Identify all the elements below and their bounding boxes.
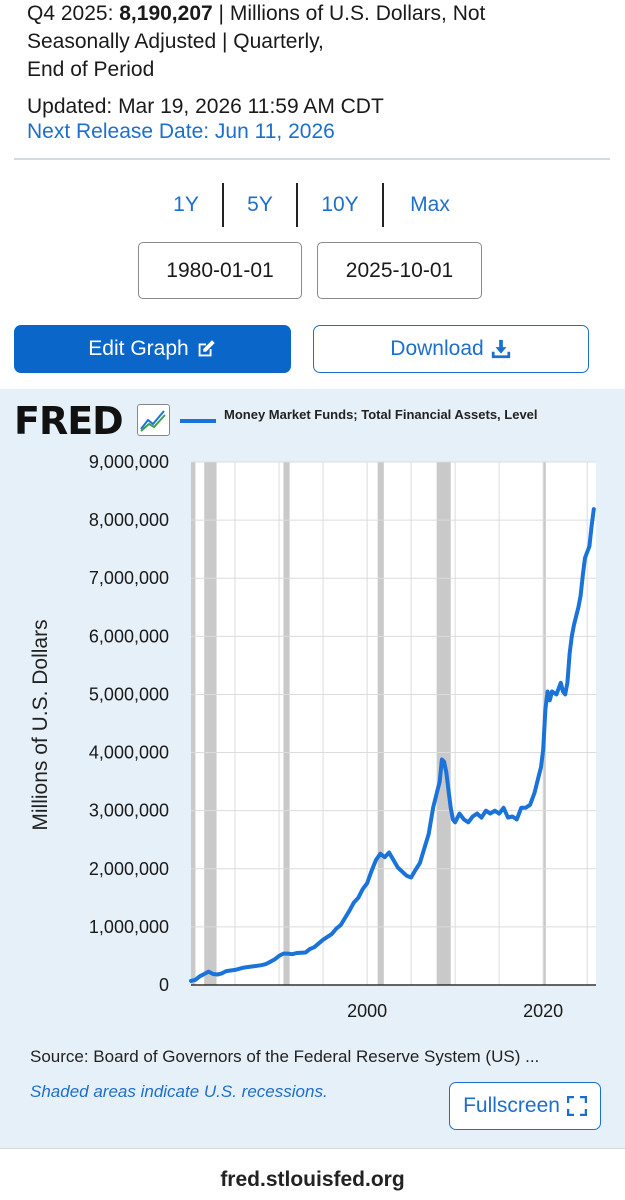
range-separator [296, 183, 298, 227]
download-label: Download [390, 337, 484, 360]
y-tick-label: 1,000,000 [89, 917, 169, 937]
fullscreen-button[interactable]: Fullscreen [449, 1082, 601, 1130]
download-icon [491, 339, 510, 359]
range-selector: 1Y 5Y 10Y Max [150, 182, 480, 228]
chart-trend-icon [137, 404, 170, 436]
download-button[interactable]: Download [313, 325, 589, 373]
edit-graph-button[interactable]: Edit Graph [14, 325, 291, 373]
y-tick-label: 3,000,000 [89, 801, 169, 821]
y-tick-label: 2,000,000 [89, 859, 169, 879]
x-tick-label: 2020 [523, 1001, 563, 1021]
y-tick-label: 4,000,000 [89, 743, 169, 763]
y-tick-label: 8,000,000 [89, 510, 169, 530]
recession-shade [436, 462, 451, 985]
recession-shade [377, 462, 384, 985]
source-note[interactable]: Source: Board of Governors of the Federa… [30, 1047, 540, 1066]
legend-series-name[interactable]: Money Market Funds; Total Financial Asse… [224, 407, 538, 422]
site-url[interactable]: fred.stlouisfed.org [220, 1168, 405, 1191]
range-max-button[interactable]: Max [410, 193, 450, 216]
fred-logo: FRED [14, 399, 124, 443]
start-date-input[interactable] [138, 242, 302, 299]
divider [14, 158, 610, 160]
series-line [189, 507, 596, 983]
y-tick-label: 9,000,000 [89, 452, 169, 472]
updated-timestamp: Updated: Mar 19, 2026 11:59 AM CDT [27, 95, 384, 118]
recession-note: Shaded areas indicate U.S. recessions. [30, 1082, 328, 1101]
money-market-chart[interactable]: 0 1,000,000 2,000,000 3,000,000 4,000,000 5,0… [0, 0, 625, 1040]
units-line-1: | Millions of U.S. Dollars, Not [218, 2, 486, 25]
units-line-3: End of Period [27, 58, 155, 81]
footer-divider [0, 1148, 625, 1149]
fullscreen-icon [566, 1096, 587, 1116]
series-summary: Q4 2025: 8,190,207 | Millions of U.S. Do… [27, 0, 617, 84]
end-date-input[interactable] [317, 242, 482, 299]
edit-icon [198, 340, 215, 357]
recession-shade [204, 462, 217, 985]
next-release-link[interactable]: Next Release Date: Jun 11, 2026 [27, 120, 335, 143]
plot-area [191, 462, 596, 985]
recession-shade [283, 462, 290, 985]
y-tick-label: 6,000,000 [89, 626, 169, 646]
y-tick-label: 0 [159, 975, 169, 995]
recession-shade [191, 462, 196, 985]
range-1y-button[interactable]: 1Y [173, 193, 199, 216]
y-tick-label: 5,000,000 [89, 684, 169, 704]
legend-swatch [180, 419, 216, 423]
y-tick-label: 7,000,000 [89, 568, 169, 588]
units-line-2: Seasonally Adjusted | Quarterly, [27, 30, 324, 53]
range-separator [222, 183, 224, 227]
latest-value: 8,190,207 [119, 2, 213, 25]
edit-graph-label: Edit Graph [88, 337, 189, 360]
fullscreen-label: Fullscreen [463, 1094, 560, 1117]
range-5y-button[interactable]: 5Y [247, 193, 273, 216]
x-tick-label: 2000 [347, 1001, 387, 1021]
range-separator [382, 183, 384, 227]
period-label: Q4 2025: [27, 2, 114, 25]
range-10y-button[interactable]: 10Y [321, 193, 359, 216]
